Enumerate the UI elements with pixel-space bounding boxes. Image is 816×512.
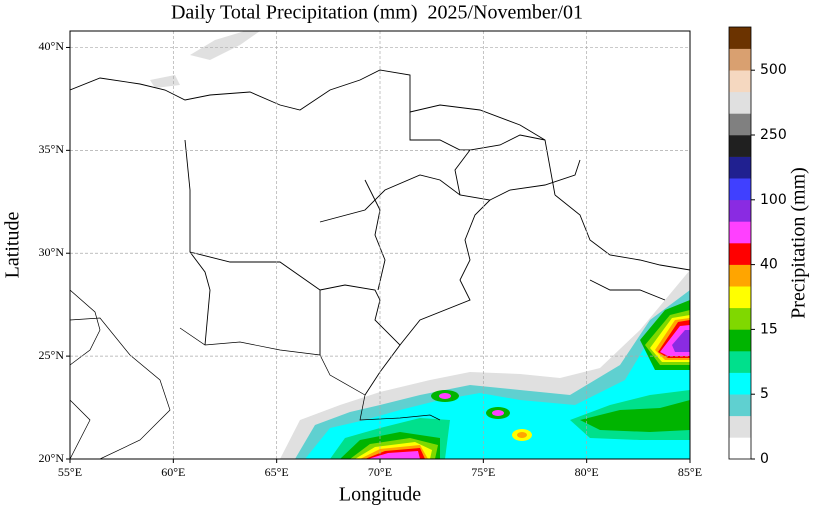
colorbar-segment <box>729 27 751 49</box>
y-tick-label: 25°N <box>39 348 65 362</box>
precipitation-field <box>150 31 690 459</box>
colorbar-label: Precipitation (mm) <box>788 167 810 319</box>
colorbar-segment <box>729 286 751 309</box>
y-tick-label: 30°N <box>39 245 65 259</box>
x-tick-label: 65°E <box>265 465 289 479</box>
colorbar-segment <box>729 113 751 136</box>
colorbar-segment <box>729 135 751 157</box>
x-tick-label: 60°E <box>161 465 185 479</box>
y-tick-label: 40°N <box>39 39 65 53</box>
colorbar-segment <box>729 48 751 71</box>
colorbar-segment <box>729 156 751 179</box>
colorbar-segment <box>729 415 751 438</box>
colorbar-segment <box>729 307 751 330</box>
x-tick-label: 75°E <box>471 465 495 479</box>
x-tick-label: 80°E <box>575 465 599 479</box>
colorbar-segment <box>729 199 751 222</box>
colorbar-tick-label: 15 <box>760 321 778 337</box>
colorbar-tick-label: 0 <box>760 451 769 467</box>
map-area <box>70 31 690 459</box>
x-axis-label: Longitude <box>339 484 421 506</box>
colorbar-segment <box>729 264 751 287</box>
colorbar-tick-label: 5 <box>760 386 769 402</box>
y-axis-label: Latitude <box>2 212 24 279</box>
colorbar-segment <box>729 329 751 352</box>
colorbar-segment <box>729 394 751 417</box>
colorbar-tick-label: 40 <box>760 257 778 273</box>
colorbar-segment <box>729 70 751 93</box>
x-tick-label: 70°E <box>368 465 392 479</box>
y-tick-label: 20°N <box>39 451 65 465</box>
colorbar-segment <box>729 351 751 373</box>
colorbar-segment <box>729 91 751 114</box>
chart-title: Daily Total Precipitation (mm) 2025/Nove… <box>171 2 583 24</box>
x-tick-label: 85°E <box>678 465 702 479</box>
country-borders <box>70 69 690 459</box>
colorbar-segment <box>729 221 751 244</box>
x-tick-label: 55°E <box>58 465 82 479</box>
colorbar-tick-label: 500 <box>760 62 787 78</box>
colorbar-tick-label: 250 <box>760 127 787 143</box>
colorbar-segment <box>729 437 751 460</box>
colorbar-frame <box>728 26 752 460</box>
y-tick-label: 35°N <box>39 142 65 156</box>
colorbar-tick-label: 100 <box>760 192 787 208</box>
colorbar-segment <box>729 243 751 265</box>
colorbar-segment <box>729 178 751 201</box>
colorbar-segment <box>729 372 751 395</box>
